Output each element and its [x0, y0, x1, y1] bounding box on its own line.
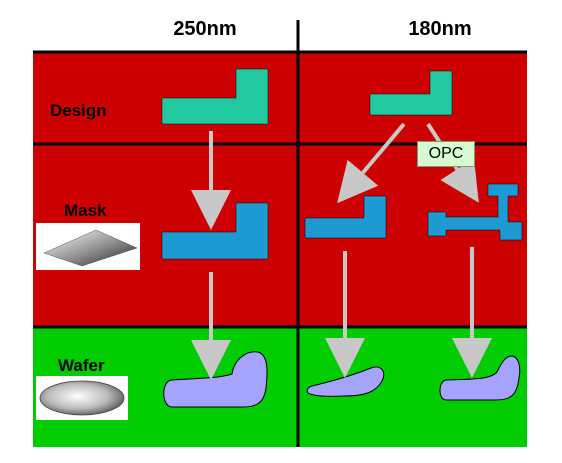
opc-label: OPC: [417, 141, 475, 167]
mask-shape-180nm-opc: [427, 183, 523, 241]
column-header-250nm: 250nm: [173, 18, 237, 40]
wafer-photo-ellipse: [39, 380, 125, 416]
mask-shape-180nm-plain: [304, 195, 387, 239]
design-shape-180nm: [369, 70, 453, 116]
arrow-180nm-design-to-mask-plain: [337, 122, 406, 204]
row-label-wafer: Wafer: [58, 356, 105, 375]
design-band: [33, 52, 527, 144]
row-label-design: Design: [50, 101, 107, 120]
column-header-180nm: 180nm: [408, 18, 472, 40]
row-label-mask: Mask: [64, 201, 107, 220]
wafer-shape-180nm-opc: [439, 355, 521, 401]
design-shape-250nm: [161, 68, 269, 125]
mask-shape-250nm: [161, 202, 269, 260]
mask-photo-surface: [43, 229, 138, 267]
